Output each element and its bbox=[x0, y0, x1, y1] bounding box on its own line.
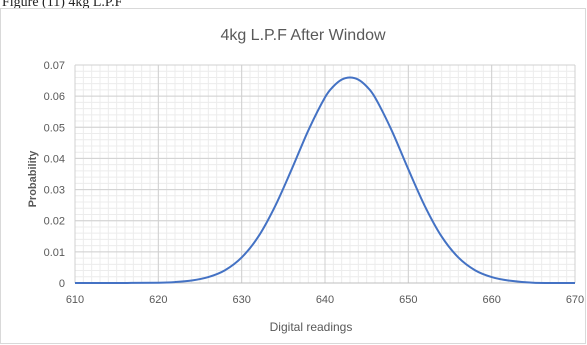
chart-frame: 4kg L.P.F After Window 0 0.01 0.02 0.03 0.04… bbox=[0, 8, 586, 344]
x-tick-label: 650 bbox=[399, 294, 417, 306]
y-tick-label: 0.05 bbox=[44, 122, 65, 134]
chart-grid bbox=[74, 64, 576, 284]
x-tick-label: 640 bbox=[316, 294, 334, 306]
y-tick-label: 0 bbox=[59, 278, 65, 290]
x-tick-labels: 610 620 630 640 650 660 670 bbox=[66, 294, 584, 306]
y-axis-title: Probability bbox=[27, 150, 39, 208]
x-tick-label: 670 bbox=[566, 294, 584, 306]
chart-svg: 4kg L.P.F After Window 0 0.01 0.02 0.03 0.04… bbox=[27, 27, 584, 334]
y-tick-labels: 0 0.01 0.02 0.03 0.04 0.05 0.06 0.07 bbox=[44, 60, 65, 290]
x-tick-label: 660 bbox=[482, 294, 500, 306]
y-tick-label: 0.03 bbox=[44, 185, 65, 197]
figure-caption-fragment: Figure (11) 4kg L.P.F bbox=[2, 0, 123, 10]
series-line bbox=[74, 76, 576, 285]
y-tick-label: 0.02 bbox=[44, 216, 65, 228]
x-tick-label: 630 bbox=[232, 294, 250, 306]
x-axis-title: Digital readings bbox=[270, 320, 353, 334]
series-layer bbox=[74, 76, 576, 285]
y-tick-label: 0.01 bbox=[44, 247, 65, 259]
y-tick-label: 0.06 bbox=[44, 91, 65, 103]
x-tick-label: 610 bbox=[66, 294, 84, 306]
x-tick-label: 620 bbox=[149, 294, 167, 306]
y-tick-label: 0.04 bbox=[44, 153, 65, 165]
chart-title: 4kg L.P.F After Window bbox=[220, 27, 386, 44]
y-tick-label: 0.07 bbox=[44, 60, 65, 72]
